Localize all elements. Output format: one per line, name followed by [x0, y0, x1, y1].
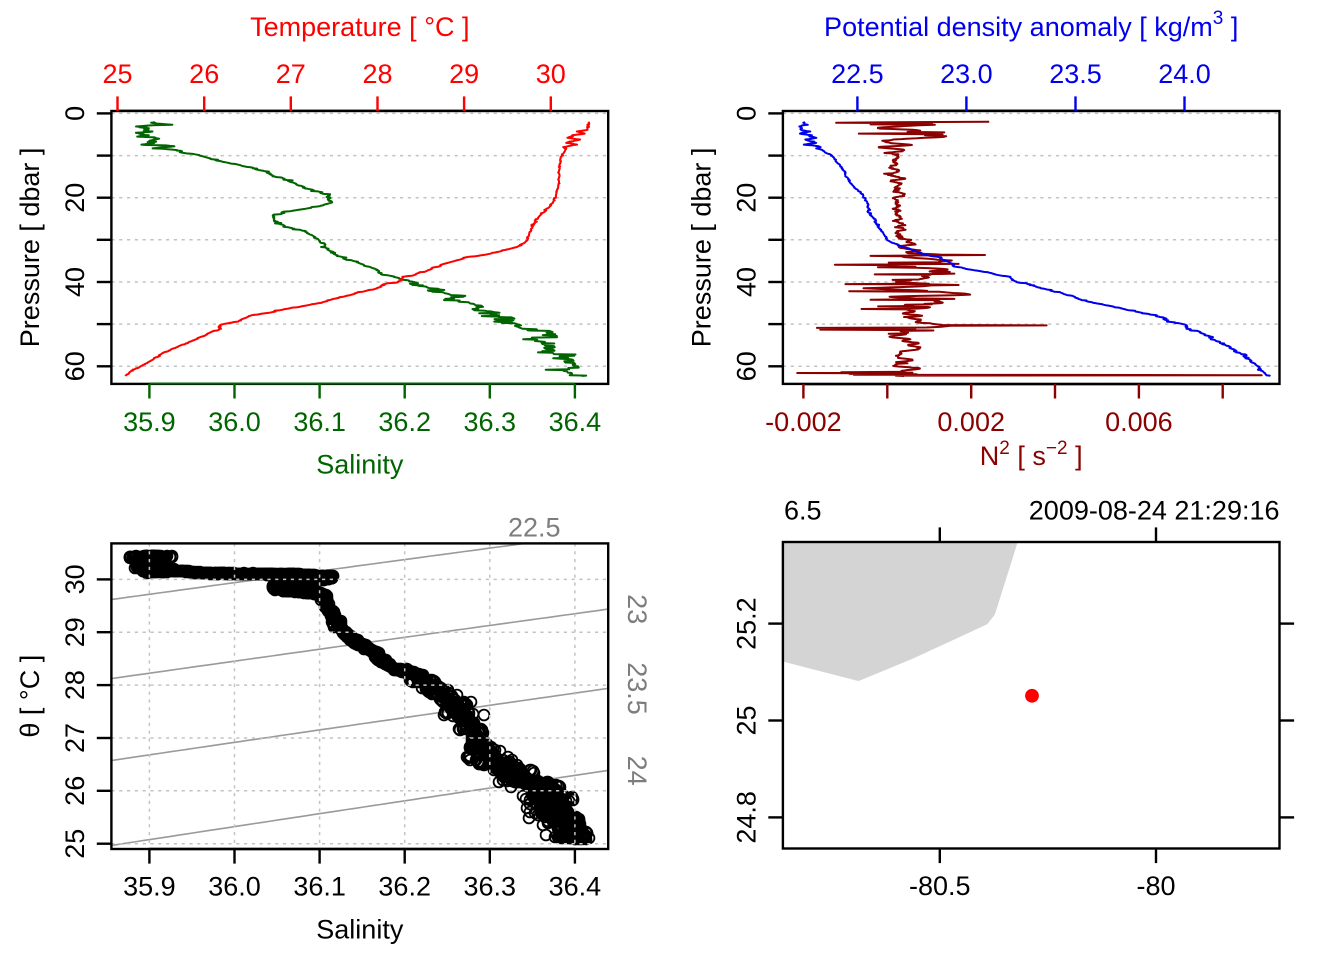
svg-text:0.002: 0.002 — [937, 407, 1005, 437]
svg-text:30: 30 — [60, 564, 90, 594]
svg-text:-0.002: -0.002 — [765, 407, 842, 437]
svg-text:36.4: 36.4 — [549, 872, 602, 902]
svg-text:23: 23 — [622, 594, 652, 624]
svg-text:25.2: 25.2 — [731, 597, 761, 650]
svg-text:36.0: 36.0 — [208, 872, 261, 902]
svg-text:36.1: 36.1 — [293, 407, 346, 437]
svg-text:22.5: 22.5 — [508, 513, 561, 543]
svg-text:28: 28 — [362, 59, 392, 89]
svg-text:25: 25 — [102, 59, 132, 89]
svg-text:36.3: 36.3 — [464, 872, 517, 902]
svg-text:26: 26 — [189, 59, 219, 89]
svg-text:40: 40 — [731, 267, 761, 297]
svg-text:29: 29 — [449, 59, 479, 89]
svg-text:Pressure [ dbar ]: Pressure [ dbar ] — [15, 148, 45, 348]
svg-text:24: 24 — [622, 756, 652, 786]
svg-text:20: 20 — [60, 183, 90, 213]
svg-text:23.5: 23.5 — [622, 662, 652, 715]
svg-text:27: 27 — [60, 723, 90, 753]
svg-text:30: 30 — [536, 59, 566, 89]
svg-text:22.5: 22.5 — [831, 59, 884, 89]
svg-text:6.5: 6.5 — [784, 496, 822, 526]
svg-text:36.3: 36.3 — [464, 407, 517, 437]
svg-text:20: 20 — [731, 183, 761, 213]
svg-text:36.2: 36.2 — [378, 407, 431, 437]
svg-text:0: 0 — [60, 106, 90, 121]
svg-text:26: 26 — [60, 776, 90, 806]
svg-text:29: 29 — [60, 617, 90, 647]
svg-text:0.006: 0.006 — [1105, 407, 1173, 437]
svg-text:60: 60 — [731, 351, 761, 381]
svg-text:25: 25 — [60, 829, 90, 859]
svg-text:35.9: 35.9 — [123, 407, 176, 437]
svg-text:Pressure [ dbar ]: Pressure [ dbar ] — [686, 148, 716, 348]
svg-text:-80: -80 — [1136, 871, 1175, 901]
svg-text:28: 28 — [60, 670, 90, 700]
svg-text:θ [ °C ]: θ [ °C ] — [15, 655, 45, 738]
svg-text:35.9: 35.9 — [123, 872, 176, 902]
svg-text:23.0: 23.0 — [940, 59, 993, 89]
svg-text:27: 27 — [276, 59, 306, 89]
svg-text:36.0: 36.0 — [208, 407, 261, 437]
svg-text:40: 40 — [60, 267, 90, 297]
svg-text:Temperature [ °C ]: Temperature [ °C ] — [250, 12, 469, 42]
svg-text:23.5: 23.5 — [1049, 59, 1102, 89]
svg-text:Potential density anomaly [ kg: Potential density anomaly [ kg/m3 ] — [824, 8, 1238, 42]
svg-text:24.0: 24.0 — [1158, 59, 1211, 89]
svg-text:36.4: 36.4 — [549, 407, 602, 437]
svg-text:60: 60 — [60, 351, 90, 381]
svg-text:36.2: 36.2 — [378, 872, 431, 902]
svg-text:N2 [ s−2 ]: N2 [ s−2 ] — [980, 438, 1083, 471]
svg-text:24.8: 24.8 — [731, 791, 761, 844]
svg-text:36.1: 36.1 — [293, 872, 346, 902]
svg-text:25: 25 — [731, 705, 761, 735]
svg-text:0: 0 — [731, 106, 761, 121]
svg-text:2009-08-24 21:29:16: 2009-08-24 21:29:16 — [1029, 496, 1280, 526]
svg-text:Salinity: Salinity — [316, 915, 404, 945]
svg-text:-80.5: -80.5 — [909, 871, 971, 901]
svg-text:Salinity: Salinity — [316, 450, 404, 480]
